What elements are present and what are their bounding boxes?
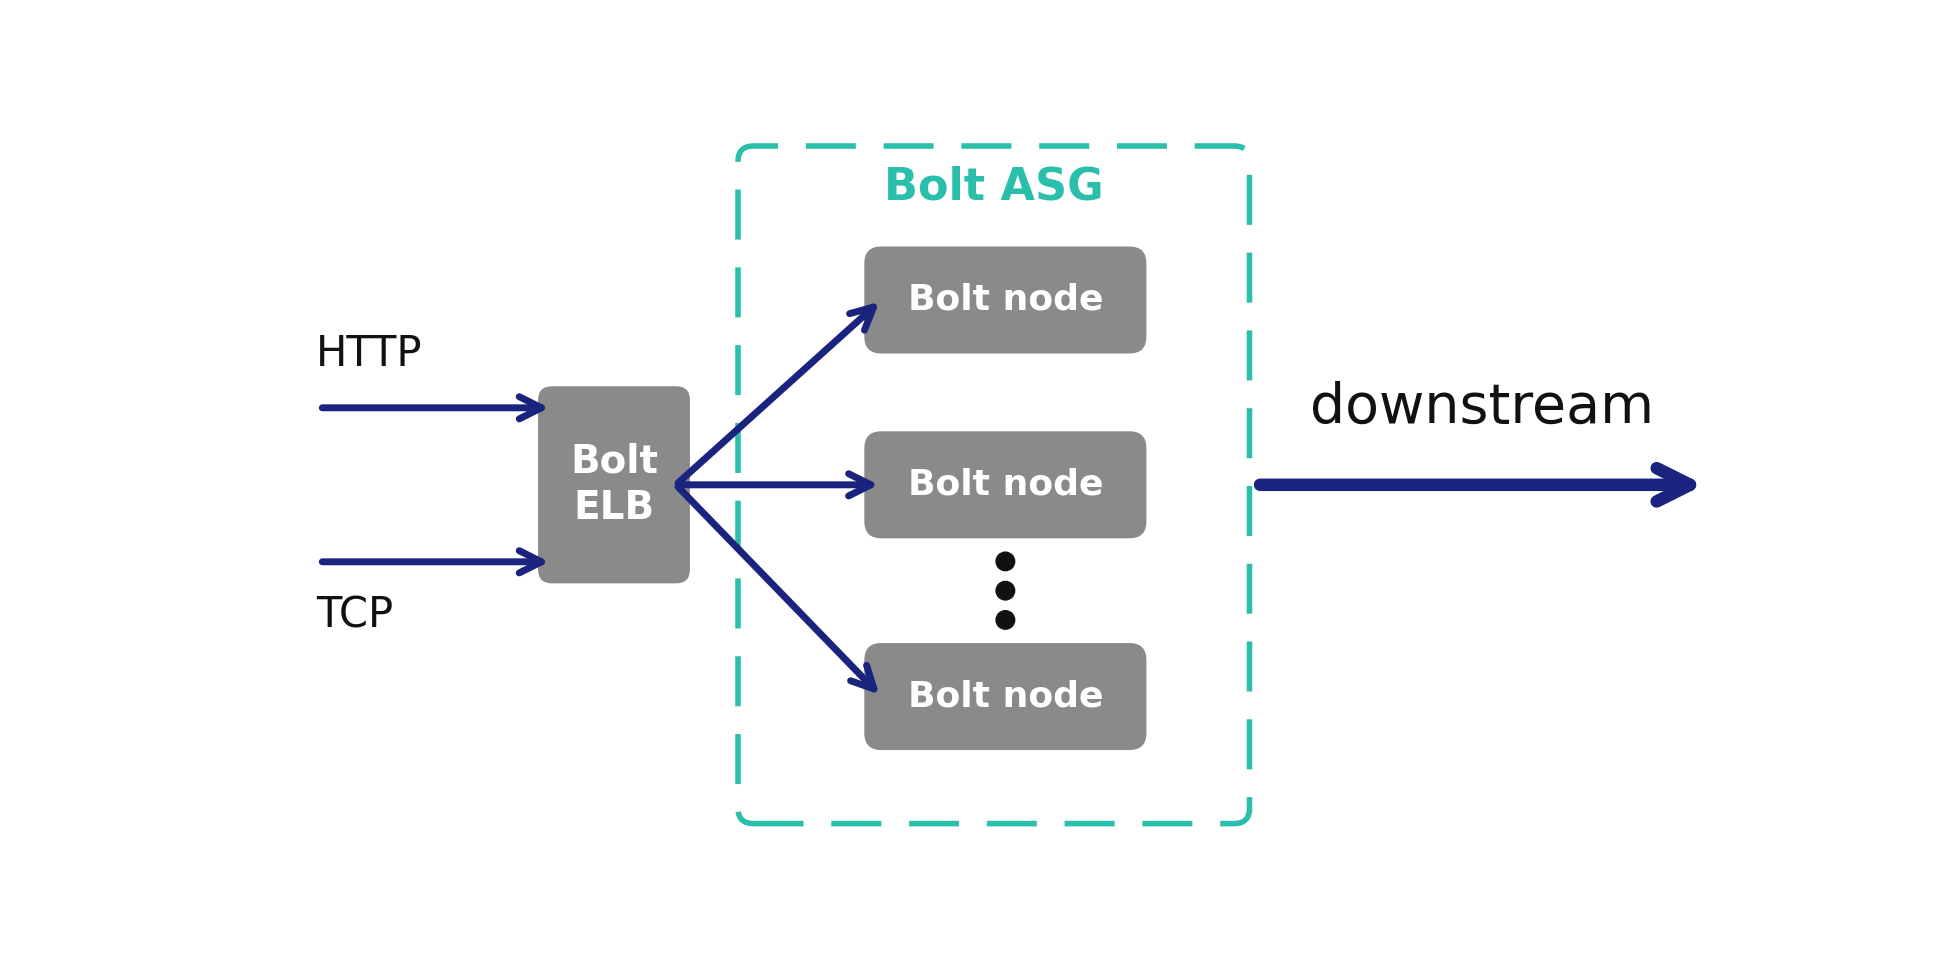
Text: HTTP: HTTP [316, 333, 422, 375]
Text: Bolt node: Bolt node [908, 283, 1104, 317]
Text: TCP: TCP [316, 594, 393, 636]
Circle shape [997, 611, 1014, 629]
Text: Bolt node: Bolt node [908, 680, 1104, 713]
Circle shape [997, 582, 1014, 600]
Text: Bolt node: Bolt node [908, 468, 1104, 502]
Text: Bolt ASG: Bolt ASG [885, 165, 1104, 208]
Text: downstream: downstream [1311, 381, 1653, 435]
Circle shape [997, 552, 1014, 570]
FancyBboxPatch shape [863, 431, 1146, 539]
FancyBboxPatch shape [538, 386, 689, 584]
FancyBboxPatch shape [863, 643, 1146, 750]
Text: Bolt
ELB: Bolt ELB [569, 443, 658, 527]
FancyBboxPatch shape [863, 247, 1146, 353]
